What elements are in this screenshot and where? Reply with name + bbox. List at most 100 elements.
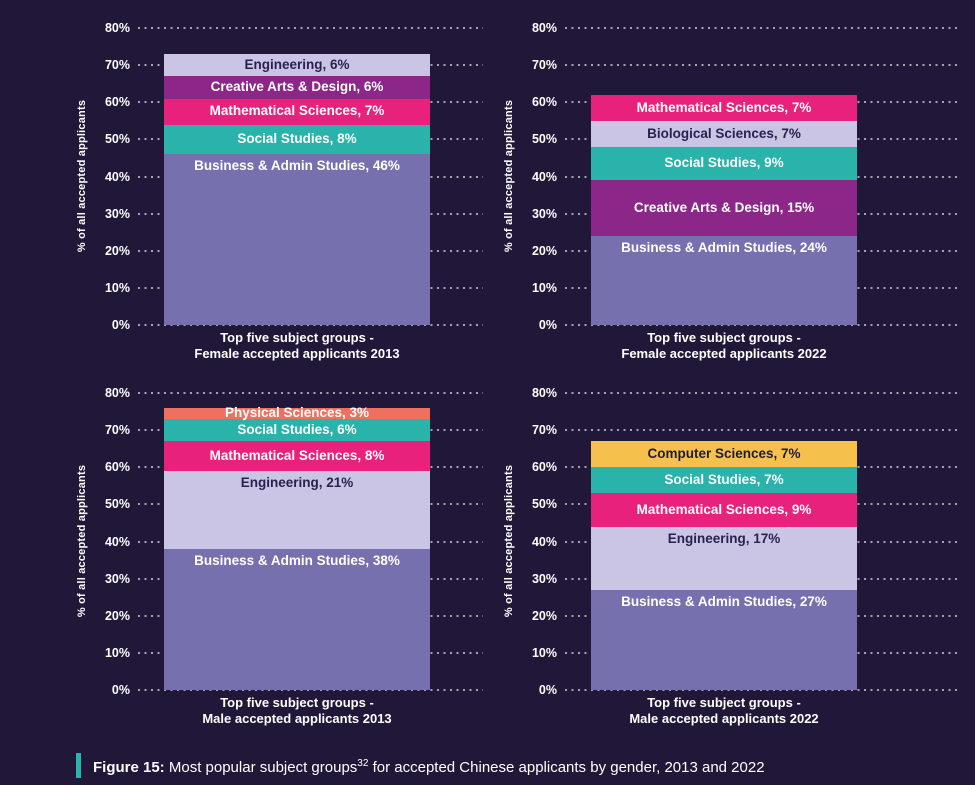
y-tick-label: 50% (531, 132, 557, 147)
gridline (565, 466, 960, 469)
stacked-bar: Business & Admin Studies, 46% Social Stud… (164, 54, 430, 325)
bar-segment-label: Social Studies, 8% (237, 131, 357, 147)
gridline (138, 689, 483, 691)
y-tick-label: 10% (531, 280, 557, 295)
y-tick-label: 60% (104, 460, 130, 475)
bar-segment-label: Biological Sciences, 7% (647, 125, 801, 141)
bar-segment-label: Business & Admin Studies, 38% (194, 552, 400, 568)
y-tick-label: 70% (104, 423, 130, 438)
y-tick-label: 0% (111, 318, 130, 332)
y-tick-label: 0% (538, 318, 557, 332)
plot-area: Business & Admin Studies, 27% Engineering… (565, 392, 960, 691)
bar-segment-label: Business & Admin Studies, 46% (194, 158, 400, 174)
x-axis-label-line1: Top five subject groups - (220, 695, 374, 710)
bar-segment-label: Creative Arts & Design, 15% (633, 199, 815, 215)
bar-segment: Engineering, 21% (164, 470, 430, 549)
y-tick-label: 40% (531, 534, 557, 549)
bar-segment: Mathematical Sciences, 7% (164, 98, 430, 125)
bar-segment: Social Studies, 9% (591, 146, 857, 181)
bar-segment-label: Social Studies, 6% (237, 422, 357, 438)
x-axis-label: Top five subject groups - Male accepted … (164, 695, 430, 727)
bar-segment-label: Computer Sciences, 7% (647, 446, 801, 462)
caption-accent-bar (76, 753, 81, 778)
x-axis-label-line2: Female accepted applicants 2022 (621, 346, 827, 361)
y-tick-label: 30% (531, 571, 557, 586)
caption-body-1: Most popular subject groups (164, 759, 358, 776)
chart-female-2022: % of all accepted applicants Business & … (495, 20, 960, 372)
bar-segment-label: Engineering, 17% (667, 530, 781, 546)
bar-segment: Engineering, 6% (164, 54, 430, 77)
gridline (565, 27, 960, 29)
bar-segment: Mathematical Sciences, 9% (591, 493, 857, 527)
y-tick-label: 0% (538, 683, 557, 697)
bar-segment-label: Engineering, 21% (240, 474, 354, 490)
stacked-bar: Business & Admin Studies, 38% Engineering… (164, 405, 430, 690)
y-tick-label: 80% (104, 386, 130, 400)
bar-segment: Engineering, 17% (591, 526, 857, 590)
y-tick-label: 30% (104, 571, 130, 586)
gridline (565, 64, 960, 67)
bar-segment-label: Engineering, 6% (244, 57, 350, 73)
bar-segment: Biological Sciences, 7% (591, 120, 857, 147)
bar-segment: Creative Arts & Design, 15% (591, 180, 857, 236)
x-axis-label: Top five subject groups - Female accepte… (591, 330, 857, 362)
plot-area: Business & Admin Studies, 24% Creative Ar… (565, 27, 960, 326)
bar-segment-label: Mathematical Sciences, 7% (209, 103, 385, 119)
bar-segment-label: Creative Arts & Design, 6% (210, 79, 384, 95)
x-axis-label-line1: Top five subject groups - (647, 330, 801, 345)
y-tick-label: 70% (104, 58, 130, 73)
y-tick-label: 40% (531, 169, 557, 184)
chart-male-2022: % of all accepted applicants Business & … (495, 385, 960, 737)
gridline (565, 689, 960, 691)
bar-segment: Social Studies, 6% (164, 419, 430, 442)
stacked-bar: Business & Admin Studies, 24% Creative Ar… (591, 94, 857, 325)
gridline (565, 324, 960, 326)
bar-segment-label: Physical Sciences, 3% (224, 405, 370, 421)
gridline (138, 392, 483, 394)
plot-area: Business & Admin Studies, 46% Social Stud… (138, 27, 483, 326)
x-axis-label-line2: Male accepted applicants 2013 (202, 711, 392, 726)
x-axis-label: Top five subject groups - Male accepted … (591, 695, 857, 727)
y-tick-label: 20% (531, 243, 557, 258)
caption-text: Figure 15: Most popular subject groups32… (93, 751, 765, 780)
y-tick-label: 50% (104, 497, 130, 512)
y-tick-label: 40% (104, 169, 130, 184)
y-tick-label: 80% (104, 21, 130, 35)
bar-segment-label: Business & Admin Studies, 27% (621, 593, 827, 609)
gridline (138, 27, 483, 29)
caption-superscript: 32 (357, 758, 369, 769)
bar-segment-label: Social Studies, 7% (664, 472, 784, 488)
y-tick-label: 30% (531, 206, 557, 221)
y-tick-label: 60% (531, 460, 557, 475)
y-tick-label: 80% (531, 386, 557, 400)
gridline (138, 324, 483, 326)
plot-area: Business & Admin Studies, 38% Engineering… (138, 392, 483, 691)
y-tick-label: 10% (104, 645, 130, 660)
x-axis-label: Top five subject groups - Female accepte… (164, 330, 430, 362)
gridline (565, 429, 960, 432)
bar-segment-label: Mathematical Sciences, 7% (636, 99, 812, 115)
y-tick-label: 40% (104, 534, 130, 549)
bar-segment: Mathematical Sciences, 7% (591, 94, 857, 121)
caption-figure-label: Figure 15: (93, 759, 165, 776)
bar-segment: Physical Sciences, 3% (164, 405, 430, 421)
bar-segment-label: Mathematical Sciences, 8% (209, 448, 385, 464)
x-axis-label-line1: Top five subject groups - (647, 695, 801, 710)
bar-segment-label: Mathematical Sciences, 9% (636, 501, 812, 517)
bar-segment: Business & Admin Studies, 38% (164, 548, 430, 690)
y-tick-label: 50% (531, 497, 557, 512)
bar-segment: Business & Admin Studies, 27% (591, 589, 857, 690)
stacked-bar: Business & Admin Studies, 27% Engineering… (591, 441, 857, 690)
x-axis-label-line1: Top five subject groups - (220, 330, 374, 345)
y-tick-label: 20% (104, 608, 130, 623)
y-tick-label: 70% (531, 423, 557, 438)
y-tick-label: 70% (531, 58, 557, 73)
y-tick-label: 20% (104, 243, 130, 258)
y-tick-label: 10% (104, 280, 130, 295)
x-axis-label-line2: Female accepted applicants 2013 (194, 346, 400, 361)
chart-male-2013: % of all accepted applicants Business & … (68, 385, 483, 737)
y-tick-label: 60% (531, 95, 557, 110)
y-tick-label: 0% (111, 683, 130, 697)
chart-female-2013: % of all accepted applicants Business & … (68, 20, 483, 372)
